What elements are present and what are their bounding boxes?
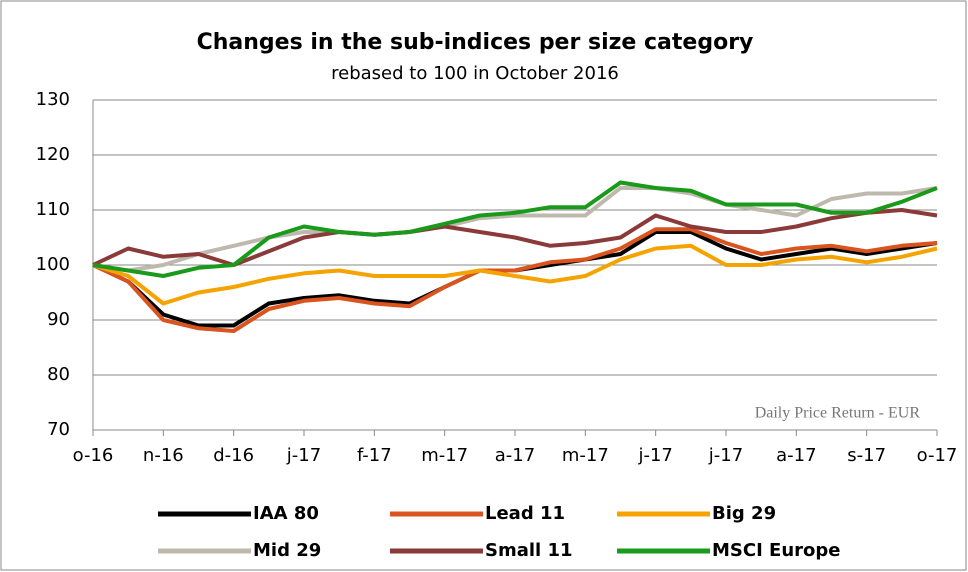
- x-tick-label: m-17: [421, 445, 468, 466]
- legend-label: Small 11: [485, 540, 573, 561]
- series-line: [92, 243, 938, 306]
- x-tick-label: o-17: [917, 445, 958, 466]
- y-tick-label: 90: [47, 309, 70, 330]
- x-tick-label: a-17: [495, 445, 535, 466]
- legend-label: Lead 11: [485, 503, 565, 524]
- y-tick-label: 110: [36, 199, 70, 220]
- x-tick-label: d-16: [213, 445, 254, 466]
- x-tick-label: s-17: [847, 445, 886, 466]
- x-tick-label: j-17: [708, 445, 743, 466]
- y-tick-label: 100: [36, 254, 70, 275]
- x-tick-label: j-17: [637, 445, 672, 466]
- legend-label: Big 29: [712, 503, 776, 524]
- legend-label: MSCI Europe: [712, 540, 841, 561]
- legend-label: IAA 80: [253, 503, 319, 524]
- y-tick-label: 120: [36, 144, 70, 165]
- x-tick-label: o-16: [73, 445, 114, 466]
- chart-subtitle: rebased to 100 in October 2016: [331, 63, 619, 84]
- series-line: [92, 186, 938, 273]
- annotation: Daily Price Return - EUR: [755, 405, 921, 422]
- x-tick-label: m-17: [562, 445, 609, 466]
- series-line: [92, 180, 938, 278]
- y-tick-label: 80: [47, 364, 70, 385]
- x-tick-label: n-16: [143, 445, 184, 466]
- x-tick-label: a-17: [776, 445, 816, 466]
- series-line: [92, 227, 938, 333]
- x-tick-label: f-17: [357, 445, 392, 466]
- y-tick-label: 130: [36, 89, 70, 110]
- legend-label: Mid 29: [253, 540, 321, 561]
- chart-title: Changes in the sub-indices per size cate…: [197, 30, 754, 55]
- y-tick-label: 70: [47, 419, 70, 440]
- x-tick-label: j-17: [286, 445, 321, 466]
